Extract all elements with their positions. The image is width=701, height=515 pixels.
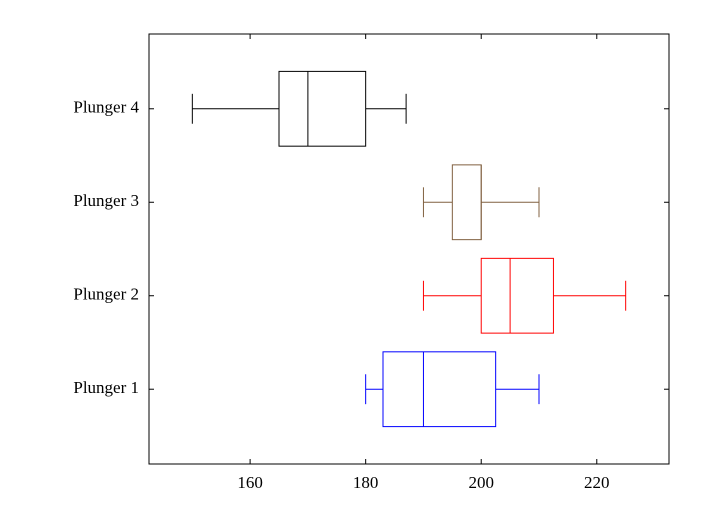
x-tick-label: 200 (468, 473, 494, 492)
box (451, 164, 482, 241)
box (278, 70, 367, 147)
plot-frame (148, 33, 670, 465)
box (382, 351, 497, 428)
box (480, 257, 554, 334)
x-tick-label: 160 (237, 473, 263, 492)
x-tick-label: 180 (353, 473, 379, 492)
y-tick-label: Plunger 2 (73, 285, 139, 304)
y-tick-label: Plunger 1 (73, 378, 139, 397)
y-tick-label: Plunger 3 (73, 191, 139, 210)
y-tick-label: Plunger 4 (73, 98, 139, 117)
x-tick-label: 220 (584, 473, 610, 492)
